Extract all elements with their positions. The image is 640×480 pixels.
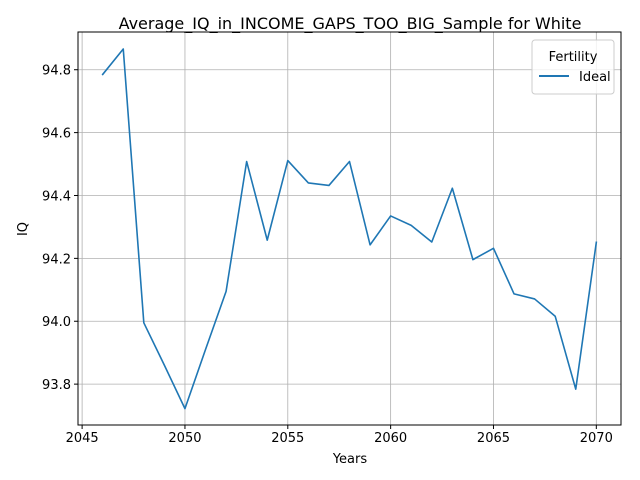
x-axis-title: Years — [332, 452, 368, 467]
x-tick-label: 2050 — [168, 431, 201, 446]
x-tick-label: 2065 — [477, 431, 510, 446]
x-tick-label: 2045 — [66, 431, 99, 446]
series-line-ideal — [101, 48, 598, 410]
grid-lines — [78, 32, 621, 425]
y-tick-label: 94.2 — [42, 252, 71, 267]
legend-box — [531, 39, 615, 95]
legend-label-ideal: Ideal — [579, 70, 611, 85]
y-tick-label: 94.0 — [42, 315, 71, 330]
legend-title: Fertility — [549, 50, 598, 65]
y-axis-title: IQ — [16, 222, 31, 236]
x-tick-label: 2055 — [271, 431, 304, 446]
x-tick-label: 2070 — [580, 431, 613, 446]
y-tick-label: 94.6 — [42, 127, 71, 142]
series-layer — [101, 48, 598, 410]
y-tick-label: 94.8 — [42, 64, 71, 79]
legend: Fertility Ideal — [531, 39, 615, 95]
plot-frame — [77, 31, 622, 426]
x-tick-label: 2060 — [374, 431, 407, 446]
y-tick-label: 93.8 — [42, 378, 71, 393]
y-tick-label: 94.4 — [42, 189, 71, 204]
chart-title: Average_IQ_in_INCOME_GAPS_TOO_BIG_Sample… — [119, 14, 582, 34]
axis-ticks: 2045 2050 2055 2060 2065 2070 93.8 94.0 94.2 94.4… — [42, 64, 613, 446]
